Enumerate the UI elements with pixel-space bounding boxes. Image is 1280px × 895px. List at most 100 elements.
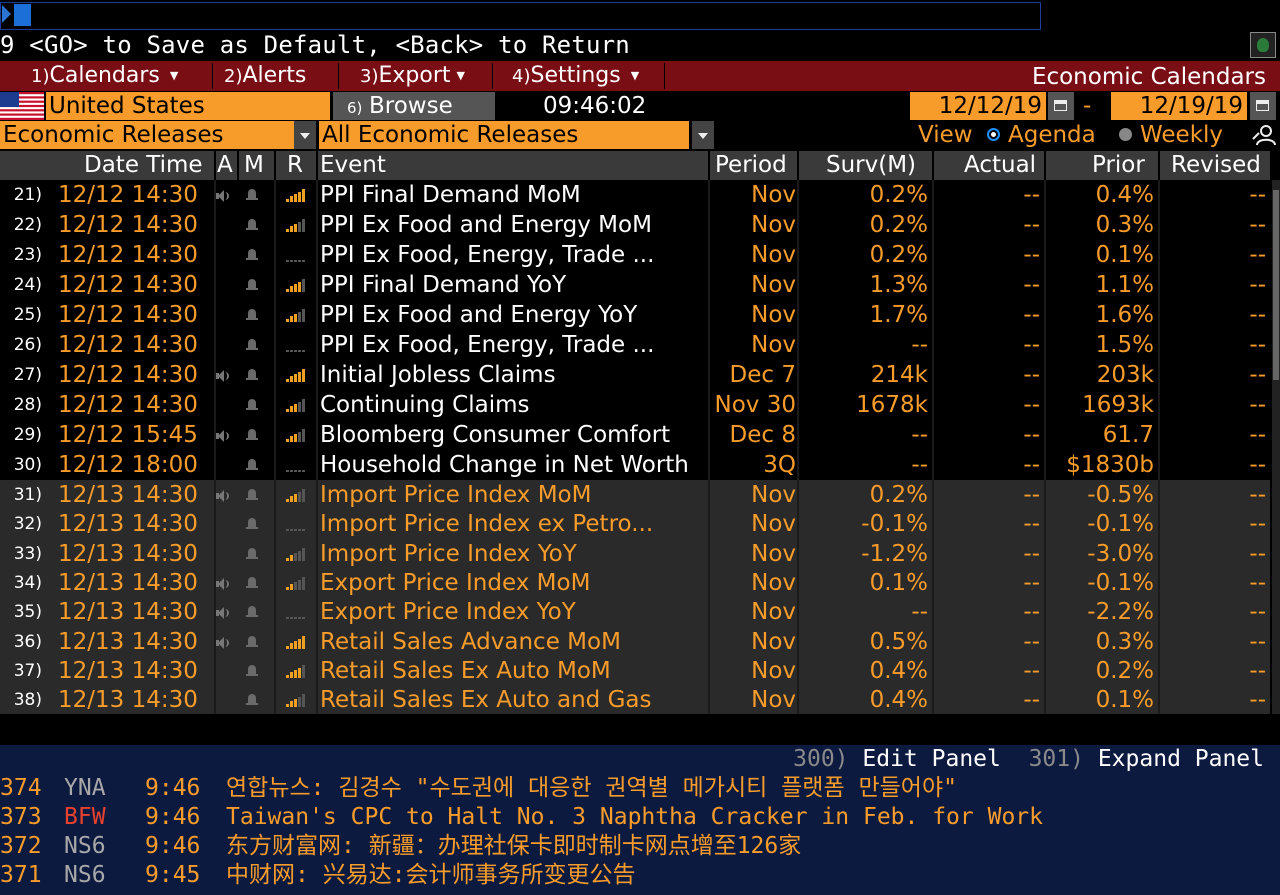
row-number[interactable]: 35) — [13, 602, 42, 623]
row-event[interactable]: Export Price Index YoY — [320, 599, 576, 626]
news-headline[interactable]: Taiwan's CPC to Halt No. 3 Naphtha Crack… — [226, 804, 1043, 830]
bell-icon[interactable] — [246, 300, 260, 330]
menu-export[interactable]: 3)Export ▼ — [360, 61, 465, 91]
menu-settings[interactable]: 4)Settings ▼ — [512, 61, 639, 91]
header-event[interactable]: Event — [320, 152, 386, 178]
table-row[interactable]: 28) 12/12 14:30 Continuing Claims Nov 30 167… — [0, 390, 1270, 420]
calendar-icon[interactable] — [1250, 92, 1276, 120]
speaker-icon[interactable] — [214, 180, 236, 210]
bell-icon[interactable] — [246, 597, 260, 627]
speaker-icon[interactable] — [214, 480, 236, 510]
menu-calendars[interactable]: 1)Calendars ▼ — [31, 61, 178, 91]
weekly-radio[interactable] — [1119, 128, 1132, 141]
news-item[interactable]: 373 BFW 9:46 Taiwan's CPC to Halt No. 3 Nap… — [0, 803, 1280, 832]
row-number[interactable]: 38) — [13, 690, 42, 711]
row-number[interactable]: 32) — [13, 514, 42, 535]
header-datetime[interactable]: Date Time — [84, 152, 203, 178]
edit-panel-button[interactable]: Edit Panel — [862, 746, 1001, 772]
row-event[interactable]: Import Price Index YoY — [320, 540, 577, 567]
row-event[interactable]: Bloomberg Consumer Comfort — [320, 422, 671, 448]
news-headline[interactable]: 中财网: 兴易达:会计师事务所变更公告 — [226, 862, 636, 888]
table-row[interactable]: 29) 12/12 15:45 Bloomberg Consumer Comfort… — [0, 420, 1270, 450]
agenda-label[interactable]: Agenda — [1008, 122, 1096, 148]
row-number[interactable]: 23) — [13, 245, 42, 265]
category-dropdown[interactable]: Economic Releases — [0, 121, 294, 149]
header-audio[interactable]: A — [217, 152, 233, 178]
bell-icon[interactable] — [246, 627, 260, 657]
row-number[interactable]: 37) — [13, 660, 42, 681]
header-period[interactable]: Period — [715, 152, 787, 178]
bell-icon[interactable] — [246, 210, 260, 240]
row-number[interactable]: 27) — [13, 365, 42, 385]
row-number[interactable]: 25) — [13, 305, 42, 325]
bell-icon[interactable] — [246, 270, 260, 300]
row-event[interactable]: Continuing Claims — [320, 392, 530, 418]
bell-icon[interactable] — [246, 539, 260, 569]
bell-icon[interactable] — [246, 360, 260, 390]
row-number[interactable]: 30) — [13, 455, 42, 475]
row-event[interactable]: PPI Ex Food, Energy, Trade ... — [320, 332, 655, 358]
people-icon[interactable] — [1252, 124, 1276, 146]
browse-button[interactable]: 6) Browse — [333, 92, 495, 120]
header-revised[interactable]: Revised — [1171, 152, 1261, 178]
table-row[interactable]: 26) 12/12 14:30 PPI Ex Food, Energy, Trade… — [0, 330, 1270, 360]
news-headline[interactable]: 연합뉴스: 김경수 "수도권에 대응한 권역별 메가시티 플랫폼 만들어야" — [226, 775, 957, 801]
header-relevance[interactable]: R — [287, 152, 303, 178]
bell-icon[interactable] — [246, 685, 260, 714]
bell-icon[interactable] — [246, 656, 260, 686]
weekly-label[interactable]: Weekly — [1140, 122, 1224, 148]
scrollbar-thumb[interactable] — [1273, 190, 1279, 380]
table-row[interactable]: 22) 12/12 14:30 PPI Ex Food and Energy MoM… — [0, 210, 1270, 240]
table-row[interactable]: 38) 12/13 14:30 Retail Sales Ex Auto and G… — [0, 685, 1270, 714]
speaker-icon[interactable] — [214, 360, 236, 390]
bell-icon[interactable] — [246, 240, 260, 270]
row-event[interactable]: Retail Sales Ex Auto MoM — [320, 657, 611, 684]
country-field[interactable]: United States — [46, 92, 330, 120]
table-row[interactable]: 21) 12/12 14:30 PPI Final Demand MoM Nov 0.2… — [0, 180, 1270, 210]
agenda-radio[interactable] — [987, 128, 1000, 141]
bell-icon[interactable] — [246, 480, 260, 510]
scrollbar[interactable] — [1272, 180, 1280, 714]
news-headline[interactable]: 东方财富网: 新疆：办理社保卡即时制卡网点增至126家 — [226, 833, 802, 859]
row-event[interactable]: PPI Ex Food and Energy MoM — [320, 212, 652, 238]
news-item[interactable]: 374 YNA 9:46 연합뉴스: 김경수 "수도권에 대응한 권역별 메가시티 플… — [0, 774, 1280, 803]
speaker-icon[interactable] — [214, 627, 236, 657]
table-row[interactable]: 36) 12/13 14:30 Retail Sales Advance MoM No… — [0, 626, 1270, 657]
speaker-icon[interactable] — [214, 568, 236, 598]
chevron-down-icon[interactable] — [692, 121, 714, 149]
row-event[interactable]: PPI Ex Food and Energy YoY — [320, 302, 638, 328]
bell-icon[interactable] — [246, 509, 260, 539]
bell-icon[interactable] — [246, 390, 260, 420]
table-row[interactable]: 25) 12/12 14:30 PPI Ex Food and Energy YoY… — [0, 300, 1270, 330]
menu-alerts[interactable]: 2)Alerts — [224, 61, 306, 91]
subcategory-dropdown[interactable]: All Economic Releases — [319, 121, 689, 149]
date-from-field[interactable]: 12/12/19 — [910, 92, 1046, 120]
table-row[interactable]: 35) 12/13 14:30 Export Price Index YoY Nov -… — [0, 597, 1270, 628]
row-event[interactable]: PPI Ex Food, Energy, Trade ... — [320, 242, 655, 268]
speaker-icon[interactable] — [214, 597, 236, 627]
command-line[interactable] — [0, 2, 1041, 30]
table-row[interactable]: 27) 12/12 14:30 Initial Jobless Claims Dec … — [0, 360, 1270, 390]
news-item[interactable]: 372 NS6 9:46 东方财富网: 新疆：办理社保卡即时制卡网点增至126家 — [0, 832, 1280, 861]
header-actual[interactable]: Actual — [964, 152, 1037, 178]
row-event[interactable]: Export Price Index MoM — [320, 569, 591, 596]
row-event[interactable]: Initial Jobless Claims — [320, 362, 556, 388]
table-row[interactable]: 30) 12/12 18:00 Household Change in Net Wo… — [0, 450, 1270, 480]
calendar-icon[interactable] — [1048, 92, 1074, 120]
row-number[interactable]: 22) — [13, 215, 42, 235]
table-row[interactable]: 32) 12/13 14:30 Import Price Index ex Petr… — [0, 509, 1270, 540]
row-event[interactable]: Household Change in Net Worth — [320, 452, 689, 478]
row-event[interactable]: Import Price Index ex Petro... — [320, 511, 654, 538]
row-number[interactable]: 31) — [13, 485, 42, 505]
expand-panel-button[interactable]: Expand Panel — [1097, 746, 1264, 772]
header-survey[interactable]: Surv(M) — [826, 152, 917, 178]
table-row[interactable]: 31) 12/13 14:30 Import Price Index MoM Nov 0… — [0, 480, 1270, 510]
row-event[interactable]: Import Price Index MoM — [320, 482, 592, 508]
row-event[interactable]: PPI Final Demand MoM — [320, 182, 581, 208]
bell-icon[interactable] — [246, 420, 260, 450]
bell-icon[interactable] — [246, 180, 260, 210]
table-row[interactable]: 23) 12/12 14:30 PPI Ex Food, Energy, Trade… — [0, 240, 1270, 270]
row-number[interactable]: 34) — [13, 572, 42, 593]
table-row[interactable]: 33) 12/13 14:30 Import Price Index YoY Nov -… — [0, 538, 1270, 569]
row-number[interactable]: 33) — [13, 543, 42, 564]
